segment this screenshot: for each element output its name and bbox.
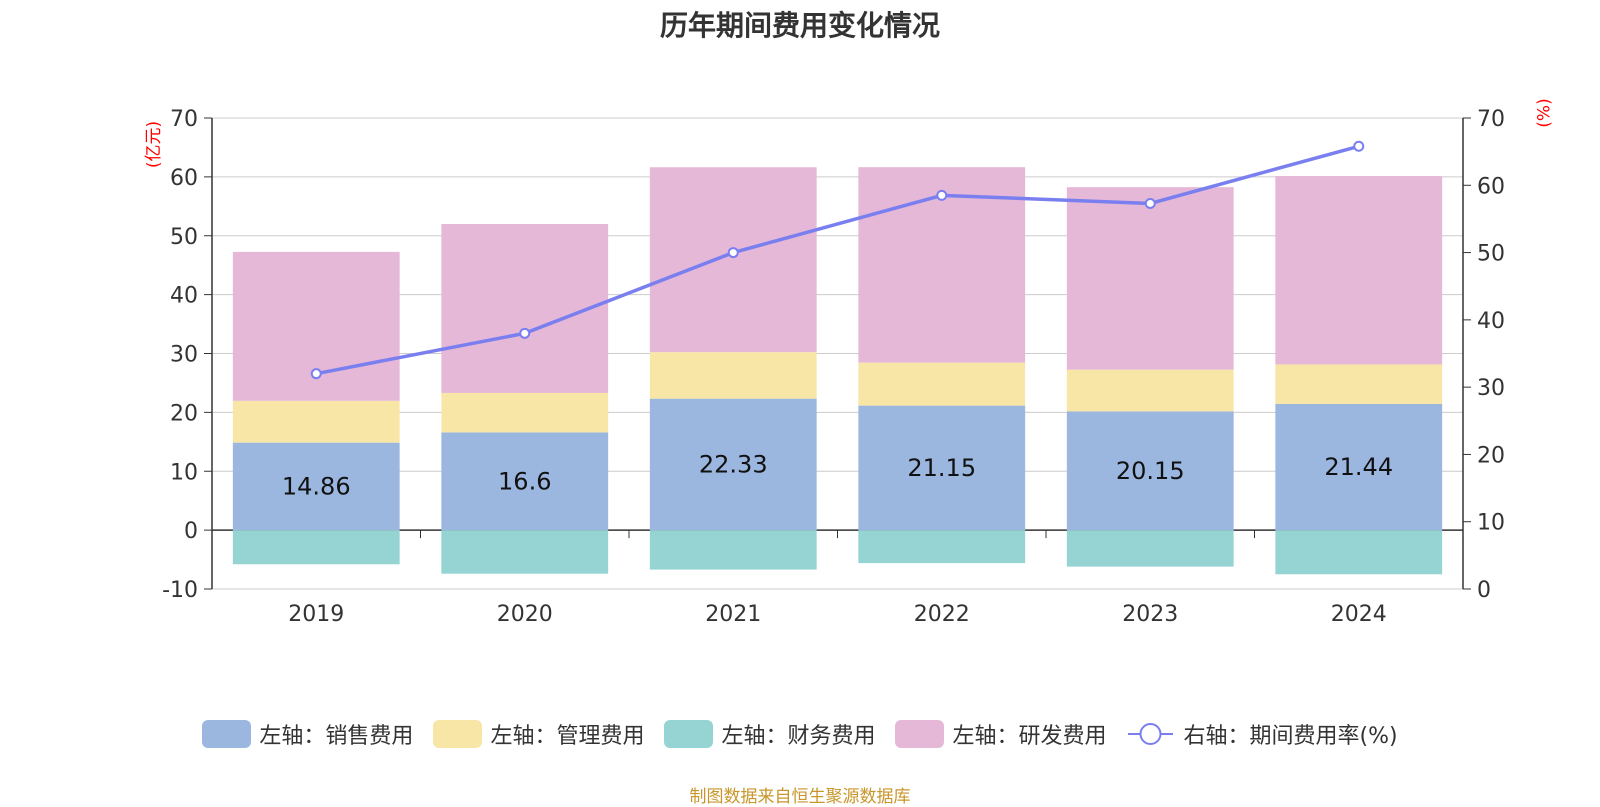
bar-segment xyxy=(441,530,609,574)
left-axis-tick-label: 70 xyxy=(170,107,198,132)
bar-data-label: 20.15 xyxy=(1116,457,1185,485)
legend-swatch-admin xyxy=(433,720,483,748)
left-axis-tick-label: 40 xyxy=(170,284,198,309)
bar-segment xyxy=(858,530,1026,564)
legend-label-sales: 左轴：销售费用 xyxy=(259,724,414,749)
right-axis-tick-label: 60 xyxy=(1477,174,1505,199)
expense-ratio-point xyxy=(519,327,531,339)
legend: 左轴：销售费用 左轴：管理费用 左轴：财务费用 左轴：研发费用 右轴：期间费用率… xyxy=(0,718,1600,750)
left-axis-tick-label: 20 xyxy=(170,401,198,426)
bar-data-label: 22.33 xyxy=(699,450,768,478)
expense-ratio-line xyxy=(315,144,1360,376)
bar-segment xyxy=(232,400,400,443)
right-axis-tick-label: 30 xyxy=(1477,376,1505,401)
bar-segment xyxy=(441,392,609,433)
bar-segment xyxy=(1275,364,1443,404)
legend-line-marker-icon xyxy=(1128,723,1174,745)
legend-swatch-finance xyxy=(664,720,714,748)
x-axis-tick-label: 2019 xyxy=(288,602,344,627)
right-axis-tick-label: 0 xyxy=(1477,578,1491,603)
bar-segment xyxy=(232,442,400,531)
left-axis-tick-label: -10 xyxy=(162,578,198,603)
left-axis-tick-label: 60 xyxy=(170,166,198,191)
left-axis-tick-label: 50 xyxy=(170,225,198,250)
legend-swatch-sales xyxy=(202,720,252,748)
bar-data-label: 14.86 xyxy=(282,472,351,500)
legend-item-expense-ratio[interactable]: 右轴：期间费用率(%) xyxy=(1126,718,1398,750)
chart-canvas: -10 0 10 20 30 40 50 60 70 0 10 20 30 40 50 60 70 2019 202… xyxy=(162,107,1505,627)
bar-segment xyxy=(441,432,609,531)
bar-data-label: 21.44 xyxy=(1324,453,1393,481)
bar-segment xyxy=(1275,403,1443,531)
left-axis-tick-label: 0 xyxy=(184,519,198,544)
x-axis-tick-label: 2020 xyxy=(497,602,553,627)
legend-label-finance: 左轴：财务费用 xyxy=(721,724,876,749)
bar-segment xyxy=(1066,530,1234,567)
legend-item-finance[interactable]: 左轴：财务费用 xyxy=(664,718,875,750)
bar-segment xyxy=(649,352,817,399)
source-note: 制图数据来自恒生聚源数据库 xyxy=(689,787,911,807)
bar-segment xyxy=(1066,369,1234,412)
expense-ratio-point xyxy=(1353,140,1365,152)
legend-label-expense-ratio: 右轴：期间费用率(%) xyxy=(1183,724,1398,749)
bar-segment xyxy=(858,405,1026,531)
x-axis-tick-label: 2024 xyxy=(1331,602,1387,627)
legend-item-sales[interactable]: 左轴：销售费用 xyxy=(202,718,413,750)
legend-swatch-rd xyxy=(895,720,945,748)
bar-segment xyxy=(1275,176,1443,365)
right-axis-tick-label: 10 xyxy=(1477,511,1505,536)
bar-data-label: 16.6 xyxy=(498,467,551,495)
x-axis-tick-label: 2023 xyxy=(1122,602,1178,627)
right-axis-tick-label: 40 xyxy=(1477,309,1505,334)
expense-ratio-point xyxy=(936,189,948,201)
right-axis-tick-label: 50 xyxy=(1477,242,1505,267)
bar-segment xyxy=(1066,187,1234,370)
left-axis-tick-label: 10 xyxy=(170,460,198,485)
expense-ratio-point xyxy=(310,368,322,380)
bar-segment xyxy=(441,223,609,393)
legend-label-rd: 左轴：研发费用 xyxy=(952,724,1107,749)
bar-segment xyxy=(232,530,400,565)
x-axis-tick-label: 2021 xyxy=(705,602,761,627)
x-axis-tick-label: 2022 xyxy=(914,602,970,627)
expense-ratio-point xyxy=(727,247,739,259)
bar-segment xyxy=(649,167,817,353)
bar-segment xyxy=(858,362,1026,406)
legend-item-admin[interactable]: 左轴：管理费用 xyxy=(433,718,644,750)
bar-segment xyxy=(649,530,817,570)
expense-ratio-point xyxy=(1144,197,1156,209)
right-axis-tick-label: 20 xyxy=(1477,443,1505,468)
bar-segment xyxy=(649,398,817,531)
bar-data-label: 21.15 xyxy=(907,454,976,482)
bar-segment xyxy=(1275,530,1443,575)
left-axis-tick-label: 30 xyxy=(170,343,198,368)
legend-item-rd[interactable]: 左轴：研发费用 xyxy=(895,718,1106,750)
right-axis-tick-label: 70 xyxy=(1477,107,1505,132)
legend-label-admin: 左轴：管理费用 xyxy=(490,724,645,749)
chart-title: 历年期间费用变化情况 xyxy=(659,9,940,42)
bar-segment xyxy=(1066,411,1234,531)
